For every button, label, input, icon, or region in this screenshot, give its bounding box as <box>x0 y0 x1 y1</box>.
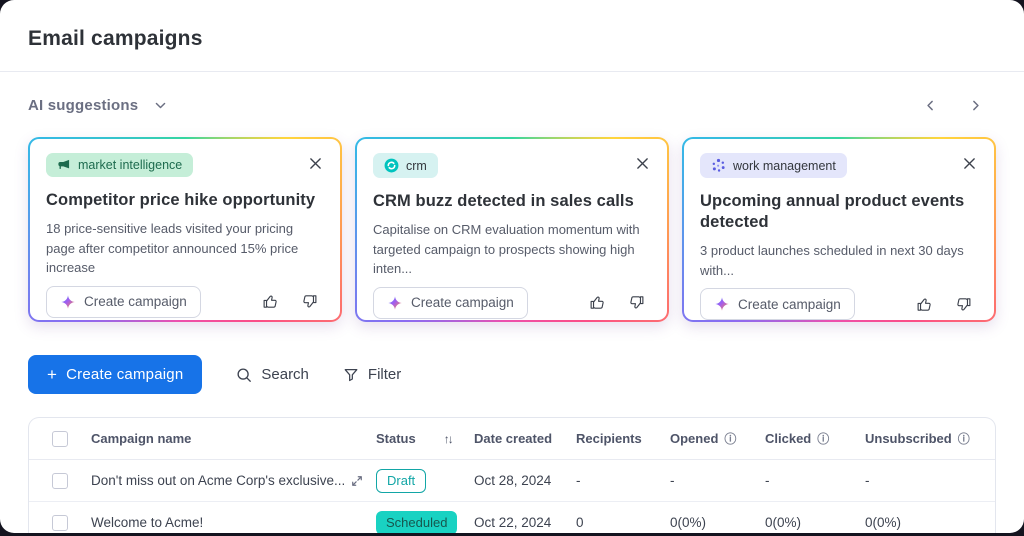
campaign-name-cell: Don't miss out on Acme Corp's exclusive.… <box>91 473 376 488</box>
ai-sparkle-icon <box>714 296 730 312</box>
thumbs-down-icon[interactable] <box>953 294 974 315</box>
unsubscribed-cell: - <box>865 473 870 488</box>
toolbar: + Create campaign Search Filter <box>0 322 1024 394</box>
sort-icon[interactable]: ↑↓ <box>443 431 454 446</box>
date-created-cell: Oct 22, 2024 <box>474 515 552 530</box>
opened-cell: 0(0%) <box>670 515 707 530</box>
thumbs-up-icon[interactable] <box>260 291 281 312</box>
filter-funnel-icon <box>343 367 359 383</box>
row-checkbox[interactable] <box>52 472 68 489</box>
tag-work-management: work management <box>700 153 847 178</box>
search-icon <box>236 367 252 383</box>
search-button[interactable]: Search <box>236 366 309 383</box>
ai-suggestions-toggle[interactable]: AI suggestions <box>28 97 169 114</box>
close-icon[interactable] <box>307 155 324 172</box>
clicked-cell: 0(0%) <box>765 515 802 530</box>
suggestion-cards: market intelligence Competitor price hik… <box>28 137 996 322</box>
opened-cell: - <box>670 473 675 488</box>
column-clicked: Clicked ⓘ <box>765 431 830 446</box>
chevron-down-icon[interactable] <box>152 97 169 114</box>
info-icon[interactable]: ⓘ <box>817 432 830 446</box>
info-icon[interactable]: ⓘ <box>957 432 970 446</box>
suggestion-card-crm: crm CRM buzz detected in sales calls Cap… <box>355 137 669 322</box>
crm-logo-icon <box>384 158 399 173</box>
column-unsubscribed: Unsubscribed ⓘ <box>865 431 970 446</box>
table-row[interactable]: Don't miss out on Acme Corp's exclusive.… <box>29 460 995 502</box>
campaigns-table: Campaign name Status ↑↓ Date created Rec… <box>28 417 996 533</box>
status-badge: Draft <box>376 468 427 493</box>
megaphone-icon <box>57 158 71 172</box>
ai-suggestions-label: AI suggestions <box>28 96 139 114</box>
close-icon[interactable] <box>634 155 651 172</box>
column-status: Status ↑↓ <box>376 431 454 446</box>
date-created-cell: Oct 28, 2024 <box>474 473 552 488</box>
info-icon[interactable]: ⓘ <box>724 432 737 446</box>
card-title: Competitor price hike opportunity <box>46 191 316 209</box>
column-campaign-name: Campaign name <box>91 431 192 446</box>
carousel-nav <box>922 97 996 114</box>
unsubscribed-cell: 0(0%) <box>865 515 902 530</box>
card-description: 18 price-sensitive leads visited your pr… <box>46 221 299 276</box>
expand-icon[interactable] <box>351 475 363 487</box>
tag-market-intelligence: market intelligence <box>46 153 194 177</box>
recipients-cell: 0 <box>576 515 584 530</box>
suggestion-card-work-management: work management Upcoming annual product … <box>682 137 996 322</box>
suggestion-card-market-intelligence: market intelligence Competitor price hik… <box>28 137 342 322</box>
select-all-checkbox[interactable] <box>52 430 68 447</box>
thumbs-up-icon[interactable] <box>914 294 935 315</box>
ai-sparkle-icon <box>60 294 76 310</box>
recipients-cell: - <box>576 473 581 488</box>
card-description: Capitalise on CRM evaluation momentum wi… <box>373 222 640 277</box>
page-header: Email campaigns <box>0 0 1024 72</box>
status-badge: Scheduled <box>376 510 458 533</box>
card-title: Upcoming annual product events detected <box>700 192 965 232</box>
row-checkbox[interactable] <box>52 514 68 531</box>
filter-button[interactable]: Filter <box>343 366 401 383</box>
thumbs-down-icon[interactable] <box>299 291 320 312</box>
carousel-prev-button[interactable] <box>922 97 939 114</box>
table-header-row: Campaign name Status ↑↓ Date created Rec… <box>29 418 995 460</box>
page-title: Email campaigns <box>28 27 203 50</box>
create-campaign-button[interactable]: Create campaign <box>46 285 201 318</box>
create-campaign-button[interactable]: Create campaign <box>700 288 855 321</box>
column-date-created: Date created <box>474 431 553 446</box>
ai-suggestions-section: AI suggestions <box>0 72 1024 322</box>
campaign-name-cell: Welcome to Acme! <box>91 515 204 530</box>
clicked-cell: - <box>765 473 770 488</box>
column-recipients: Recipients <box>576 431 642 446</box>
card-description: 3 product launches scheduled in next 30 … <box>700 243 964 278</box>
create-campaign-primary-button[interactable]: + Create campaign <box>28 355 203 394</box>
ai-sparkle-icon <box>387 295 403 311</box>
carousel-next-button[interactable] <box>967 97 984 114</box>
card-title: CRM buzz detected in sales calls <box>373 192 634 210</box>
table-row[interactable]: Welcome to Acme! Scheduled Oct 22, 2024 … <box>29 502 995 533</box>
create-campaign-button[interactable]: Create campaign <box>373 286 528 319</box>
thumbs-up-icon[interactable] <box>587 292 608 313</box>
plus-icon: + <box>47 365 58 384</box>
column-opened: Opened ⓘ <box>670 431 737 446</box>
work-management-logo-icon <box>711 158 726 173</box>
tag-crm: crm <box>373 153 438 178</box>
close-icon[interactable] <box>961 155 978 172</box>
thumbs-down-icon[interactable] <box>626 292 647 313</box>
